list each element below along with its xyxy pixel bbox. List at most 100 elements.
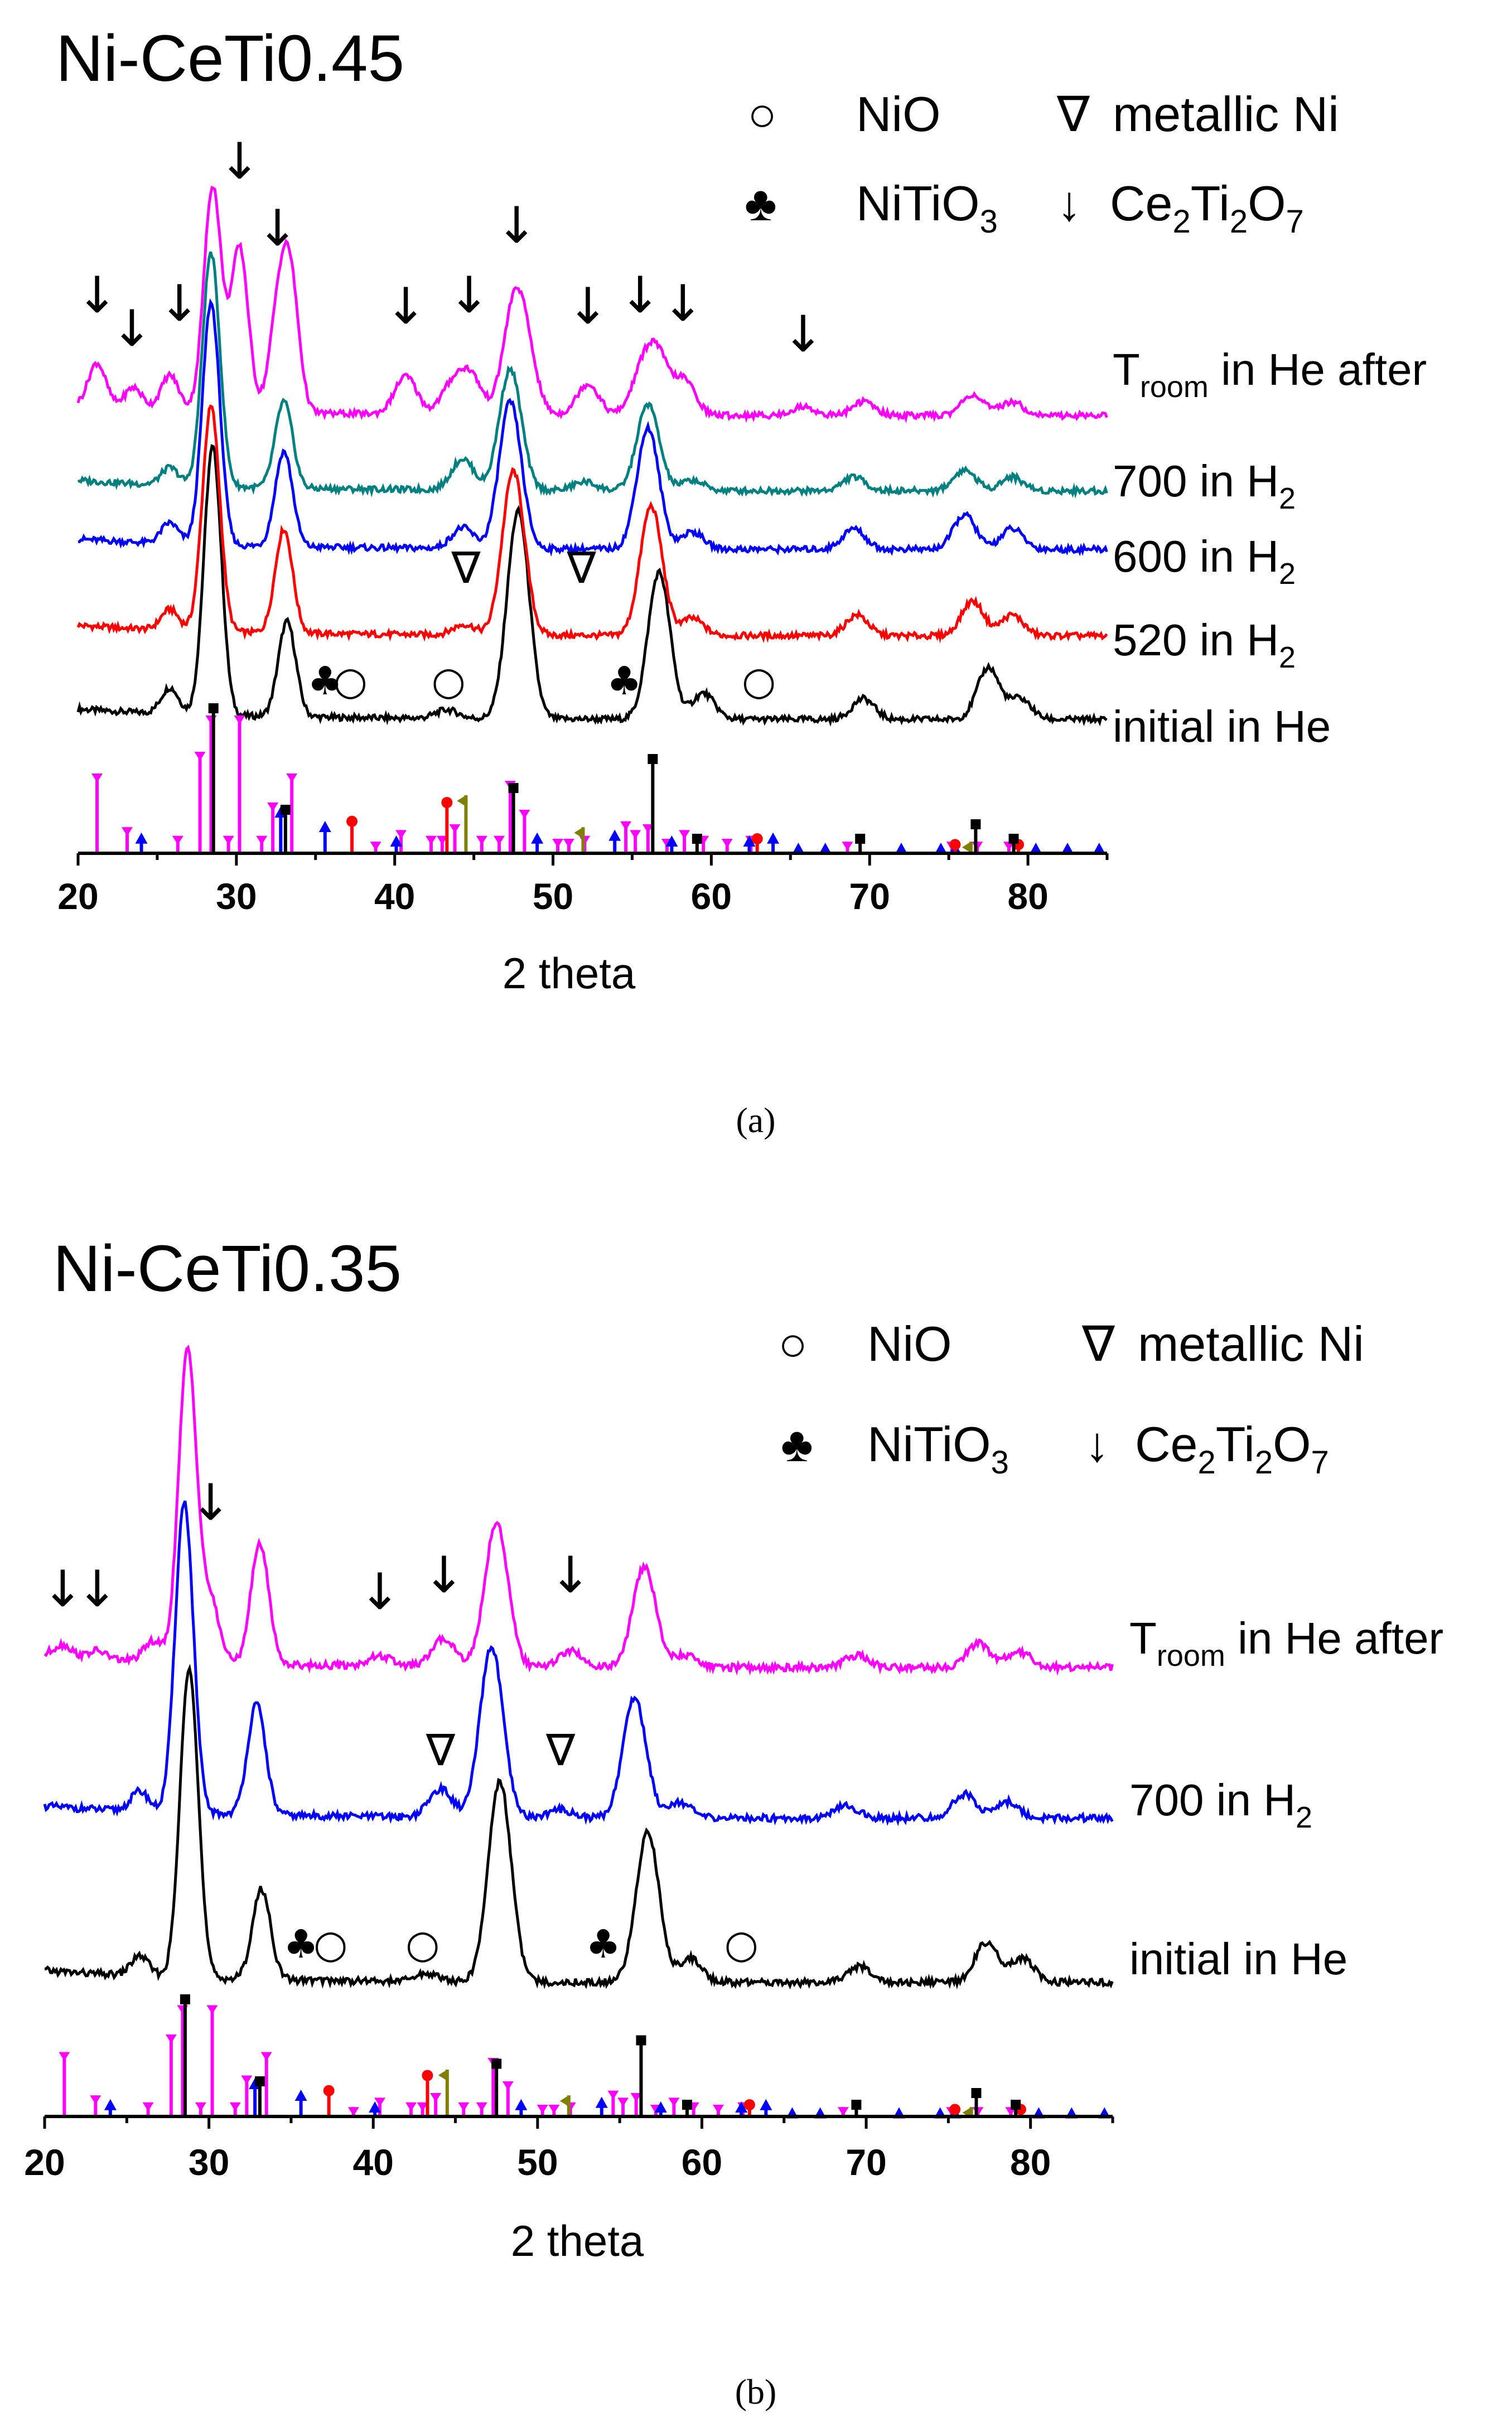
legend-nitio3-symbol: ♣ [781, 1417, 813, 1472]
marker-nitio3-0: ♣ [307, 658, 342, 704]
legend-metallic-ni-label: metallic Ni [1113, 86, 1339, 142]
series-label-initial-in-he: initial in He [1129, 1934, 1347, 1984]
legend-metallic-ni-label: metallic Ni [1138, 1316, 1364, 1371]
ref-cap-magenta-3 [194, 752, 206, 761]
panel-a-caption: (a) [736, 1100, 775, 1140]
ref-cap-red-2 [751, 833, 763, 844]
x-tick-label-20: 20 [24, 2142, 65, 2183]
ref-cap-magenta-26 [679, 830, 690, 839]
marker-nitio3-3: ♣ [607, 658, 642, 704]
ref-cap-black-4 [692, 834, 702, 844]
marker-nio-2: ○ [432, 658, 466, 704]
legend-metallic-ni-symbol: ∇ [1081, 1316, 1115, 1371]
curve-700-in-h2 [77, 251, 1108, 499]
ce2ti2o7-arrow-11: ↓ [782, 305, 824, 364]
marker-metallic-ni-5: ∇ [426, 1726, 456, 1776]
panel-a-ce2ti2o7-arrows: ↓↓ ↓↓↓↓ ↓↓↓ ↓ ↓↓ [76, 132, 824, 364]
ref-cap-magenta-12 [405, 2102, 417, 2111]
ref-cap-blue-11 [895, 843, 907, 854]
legend-nio-label: NiO [856, 86, 941, 142]
legend-ce2ti2o7-symbol: ↓ [1085, 1417, 1109, 1472]
ce2ti2o7-arrow-2: ↓ [158, 274, 200, 333]
ref-cap-magenta-13 [417, 2102, 428, 2111]
marker-nio-4: ○ [742, 658, 776, 704]
panel-a-x-axis: 20 30 40 50 60 70 80 [57, 852, 1109, 917]
panel-a-series-labels: initial in He 520 in H2 600 in H2 700 in H2… [1113, 345, 1427, 751]
x-tick-label-60: 60 [682, 2142, 722, 2183]
ce2ti2o7-arrow-5: ↓ [549, 1546, 591, 1604]
ref-cap-red-2 [743, 2099, 755, 2110]
x-tick-label-30: 30 [189, 2142, 229, 2183]
ref-cap-blue-5 [595, 2096, 608, 2108]
ref-cap-black-2 [508, 783, 519, 793]
legend-nitio3-symbol: ♣ [745, 176, 777, 231]
ce2ti2o7-arrow-6: ↓ [448, 266, 490, 325]
ref-cap-blue-4 [515, 2099, 528, 2110]
ref-cap-magenta-23 [630, 830, 641, 839]
panel-a-reference-sticks [91, 703, 1105, 854]
x-tick-label-30: 30 [216, 876, 257, 917]
ce2ti2o7-arrow-9: ↓ [619, 266, 661, 325]
ref-cap-magenta-16 [494, 835, 505, 845]
ce2ti2o7-arrow-5: ↓ [385, 277, 427, 336]
ref-cap-magenta-30 [842, 842, 853, 851]
ref-cap-magenta-28 [712, 2105, 724, 2114]
ref-cap-black-7 [1008, 834, 1019, 844]
x-tick-label-20: 20 [57, 876, 98, 917]
ref-cap-magenta-26 [668, 2097, 680, 2107]
ref-cap-magenta-7 [256, 835, 268, 845]
ref-cap-blue-2 [294, 2090, 307, 2101]
ref-cap-magenta-8 [241, 2075, 253, 2085]
ref-cap-magenta-6 [234, 716, 245, 724]
marker-nitio3-3: ♣ [586, 1921, 621, 1967]
panel-b-phase-markers: ♣○ ○ ♣ ○∇ ∇ [283, 1726, 758, 1967]
legend-nitio3-label: NiTiO3 [867, 1417, 1009, 1481]
ref-cap-magenta-5 [223, 835, 234, 845]
ref-cap-olive-0 [457, 795, 466, 806]
ref-cap-red-3 [949, 839, 961, 850]
series-label-600-in-h2: 600 in H2 [1113, 531, 1296, 591]
curve-troom-in-he-after [76, 186, 1108, 424]
ref-cap-magenta-14 [430, 2093, 442, 2102]
ref-cap-magenta-20 [563, 839, 574, 848]
ref-cap-blue-7 [735, 2101, 748, 2113]
ref-cap-magenta-18 [502, 2081, 514, 2090]
ref-cap-magenta-10 [370, 842, 381, 851]
ref-cap-black-4 [682, 2100, 692, 2110]
ref-cap-magenta-24 [630, 2093, 642, 2102]
panel-b-xlabel: 2 theta [511, 2216, 644, 2265]
legend-metallic-ni-symbol: ∇ [1056, 86, 1090, 142]
ref-cap-magenta-9 [286, 774, 298, 782]
ref-cap-black-5 [851, 2100, 862, 2110]
legend-ce2ti2o7-label: Ce2Ti2O7 [1110, 176, 1304, 240]
ref-cap-black-6 [971, 2088, 982, 2098]
ce2ti2o7-arrow-10: ↓ [662, 274, 704, 333]
ref-cap-black-0 [208, 703, 219, 713]
ref-cap-magenta-16 [476, 2102, 487, 2111]
ref-cap-magenta-23 [617, 2097, 629, 2107]
x-tick-label-70: 70 [849, 876, 890, 917]
panel-b-legend: ○ NiO ∇ metallic Ni ♣ NiTiO3 ↓ Ce2Ti2O7 [778, 1316, 1364, 1481]
legend-ce2ti2o7-symbol: ↓ [1057, 176, 1081, 231]
ref-cap-magenta-15 [476, 835, 487, 845]
ref-cap-olive-1 [574, 827, 583, 839]
ref-cap-magenta-3 [165, 2034, 177, 2043]
panel-a-xlabel: 2 theta [503, 949, 636, 998]
ref-cap-red-1 [441, 797, 453, 808]
panel-b: Ni-CeTi0.35 ○ NiO ∇ metallic Ni ♣ NiTiO3… [24, 1232, 1443, 2411]
ref-cap-olive-0 [438, 2070, 447, 2081]
ref-cap-red-0 [346, 815, 358, 827]
panel-b-curves [43, 1345, 1114, 1990]
ref-cap-blue-0 [104, 2099, 117, 2110]
panel-b-ce2ti2o7-arrows: ↓↓↓↓ ↓ ↓ [42, 1473, 592, 1621]
ce2ti2o7-arrow-2: ↓ [190, 1473, 231, 1532]
ref-cap-black-5 [855, 834, 866, 844]
ref-cap-magenta-0 [59, 2052, 70, 2061]
marker-nio-2: ○ [405, 1921, 439, 1967]
series-label-700-in-h2: 700 in H2 [1129, 1775, 1312, 1834]
marker-metallic-ni-6: ∇ [567, 543, 597, 593]
series-label-initial-in-he: initial in He [1113, 702, 1331, 751]
ref-cap-magenta-8 [267, 803, 279, 811]
ref-cap-blue-12 [934, 843, 947, 854]
